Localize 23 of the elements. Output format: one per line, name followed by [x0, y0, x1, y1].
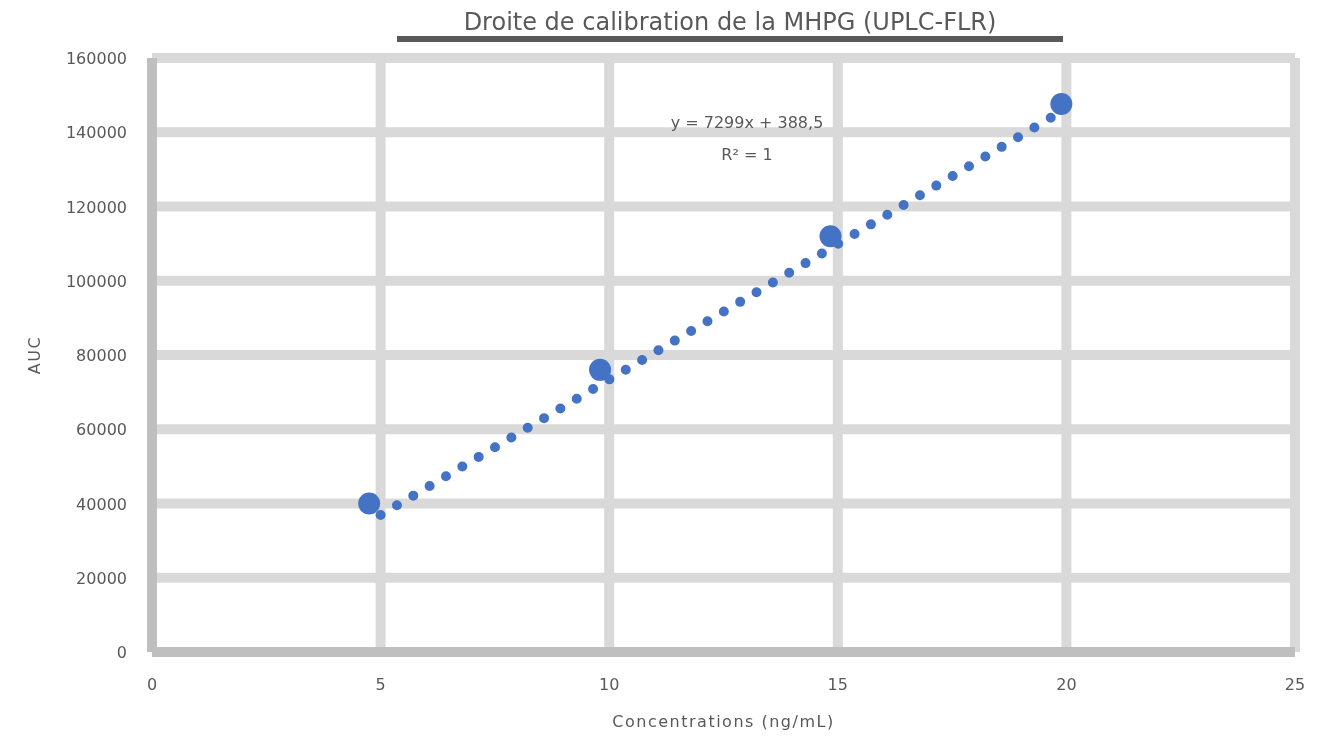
y-tick-label: 100000: [65, 271, 127, 291]
y-tick-label: 160000: [65, 49, 127, 68]
y-tick-label: 140000: [65, 123, 127, 143]
y-tick-label: 120000: [65, 197, 127, 217]
annotation: y = 7299x + 388,5: [670, 113, 824, 132]
point: [1050, 93, 1073, 116]
x-tick-label: 20: [1056, 675, 1077, 694]
y-tick-label: 20000: [76, 568, 127, 588]
x-tick-label: 5: [375, 675, 386, 694]
point: [358, 492, 381, 515]
x-tick-label: 0: [146, 675, 158, 694]
y-tick-label: 80000: [76, 346, 127, 365]
x-tick-label: 10: [599, 675, 620, 694]
x-tick-label: 25: [1284, 675, 1306, 694]
x-tick-label: 15: [827, 675, 848, 694]
annotation: R² = 1: [721, 145, 773, 164]
y-tick-label: 60000: [76, 420, 127, 440]
y-tick-label: 40000: [76, 494, 127, 514]
point: [589, 358, 612, 381]
x-axis-title: Concentrations (ng/mL): [612, 712, 835, 731]
y-axis-title: AUC: [25, 335, 44, 375]
y-tick-label: 0: [116, 643, 127, 662]
chart-title: Droite de calibration de la MHPG (UPLC-FLR): [463, 8, 997, 36]
